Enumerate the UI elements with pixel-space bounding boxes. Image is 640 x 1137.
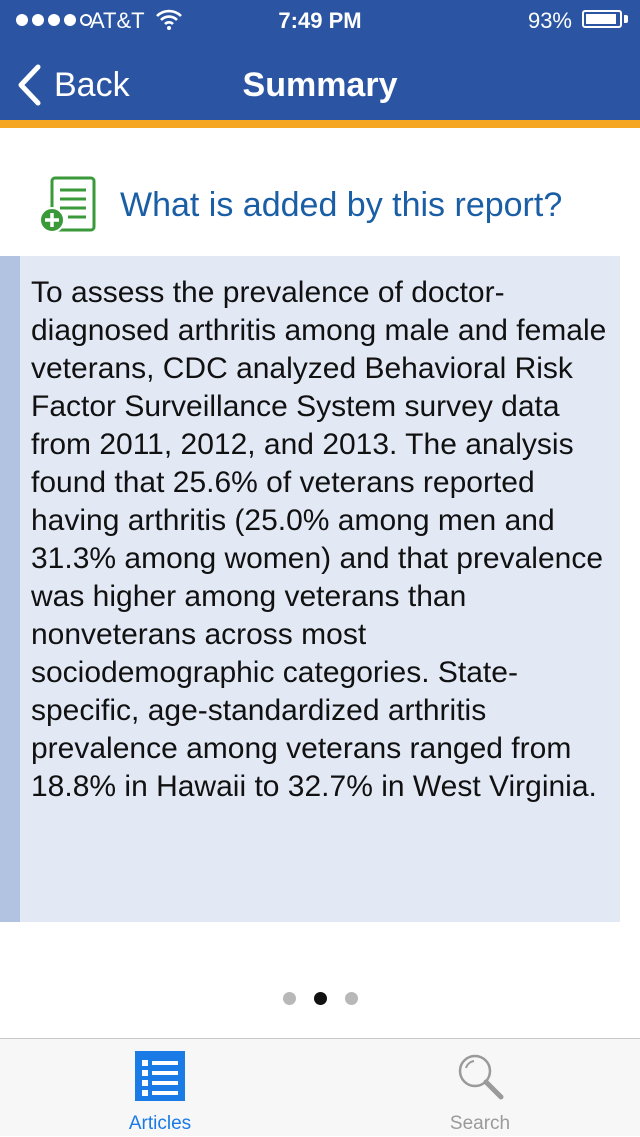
signal-strength-icon xyxy=(16,14,92,26)
page-dot[interactable] xyxy=(282,992,296,1005)
battery-icon xyxy=(582,10,622,28)
tab-search-label: Search xyxy=(449,1113,511,1134)
navigation-bar xyxy=(0,0,640,120)
summary-text: To assess the prevalence of doctor-diagn… xyxy=(31,276,607,803)
list-icon xyxy=(135,1051,185,1101)
chevron-left-icon xyxy=(18,64,41,106)
tab-bar: Articles Search xyxy=(0,1038,640,1136)
back-label: Back xyxy=(54,65,130,104)
document-add-icon xyxy=(39,176,96,233)
status-time: 7:49 PM xyxy=(278,8,362,33)
tab-search[interactable]: Search xyxy=(380,1039,580,1137)
tab-articles[interactable]: Articles xyxy=(60,1039,260,1137)
back-button[interactable]: Back xyxy=(16,60,130,110)
carrier-name: AT&T xyxy=(90,8,145,33)
section-title: What is added by this report? xyxy=(120,185,563,224)
page-dot[interactable] xyxy=(313,992,327,1005)
page-title: Summary xyxy=(242,66,398,104)
accent-divider xyxy=(0,120,640,128)
magnifier-icon xyxy=(458,1054,504,1100)
wifi-icon xyxy=(156,9,182,30)
section-header: What is added by this report? xyxy=(38,174,562,236)
tab-articles-label: Articles xyxy=(128,1113,192,1134)
battery-tip xyxy=(624,15,628,23)
page-indicator[interactable] xyxy=(0,992,640,1005)
summary-box xyxy=(0,256,620,922)
status-bar: AT&T 7:49 PM 93% xyxy=(0,0,640,40)
page-dot[interactable] xyxy=(344,992,358,1005)
battery-percent: 93% xyxy=(527,8,572,33)
